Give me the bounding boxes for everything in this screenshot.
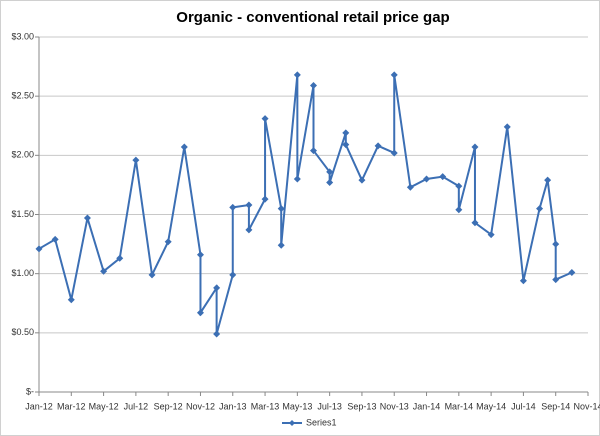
data-point [277,241,285,249]
data-point [213,330,221,338]
data-point [471,143,479,151]
data-point [180,143,188,151]
x-tick-label: May-14 [476,401,506,411]
data-point [293,175,301,183]
data-point [35,245,43,253]
data-point [342,129,350,137]
data-point [293,71,301,79]
y-tick-label: $3.00 [11,31,34,41]
data-point [423,175,431,183]
legend-marker [289,420,295,426]
x-tick-label: Nov-13 [380,401,409,411]
data-point [358,176,366,184]
x-tick-label: Mar-12 [57,401,86,411]
data-point [544,176,552,184]
x-tick-label: Nov-12 [186,401,215,411]
y-tick-label: $2.50 [11,91,34,101]
data-point [519,277,527,285]
data-point [342,141,350,149]
legend-label: Series1 [306,417,337,427]
x-tick-label: Mar-13 [251,401,280,411]
data-point [406,183,414,191]
x-tick-label: Jul-12 [124,401,149,411]
data-point [245,201,253,209]
x-tick-label: Jul-14 [511,401,536,411]
data-point [51,235,59,243]
x-tick-label: Jan-12 [25,401,53,411]
data-point [132,156,140,164]
y-tick-label: $1.50 [11,209,34,219]
data-point [229,271,237,279]
data-point [326,179,334,187]
x-tick-label: Jan-14 [413,401,441,411]
data-point [245,226,253,234]
data-point [148,271,156,279]
data-point [100,267,108,275]
x-tick-label: Jul-13 [317,401,342,411]
data-point [487,231,495,239]
data-point [439,173,447,181]
data-point [552,240,560,248]
data-point [552,276,560,284]
chart-title: Organic - conventional retail price gap [176,9,449,26]
data-point [277,205,285,213]
x-tick-label: Mar-14 [445,401,474,411]
x-tick-label: Nov-14 [573,401,600,411]
data-point [261,195,269,203]
data-point [229,203,237,211]
data-point [196,251,204,259]
x-tick-label: May-13 [282,401,312,411]
data-point [164,238,172,246]
data-point [536,205,544,213]
y-tick-label: $1.00 [11,268,34,278]
data-point [568,268,576,276]
x-tick-label: Jan-13 [219,401,247,411]
data-point [213,284,221,292]
y-tick-label: $- [26,386,34,396]
y-tick-label: $2.00 [11,150,34,160]
data-point [471,219,479,227]
x-tick-label: Sep-12 [154,401,183,411]
x-tick-label: May-12 [89,401,119,411]
data-point [261,115,269,123]
data-point [310,147,317,155]
data-point [503,123,511,131]
y-tick-label: $0.50 [11,327,34,337]
data-point [83,214,91,222]
data-point [390,149,398,157]
data-point [455,206,463,214]
data-point [116,254,124,262]
data-point [374,142,382,150]
data-point [310,82,317,90]
data-point [455,182,463,190]
data-point [390,71,398,79]
data-point [196,309,204,317]
x-tick-label: Sep-14 [541,401,570,411]
x-tick-label: Sep-13 [347,401,376,411]
data-point [326,168,334,176]
data-point [67,296,75,304]
